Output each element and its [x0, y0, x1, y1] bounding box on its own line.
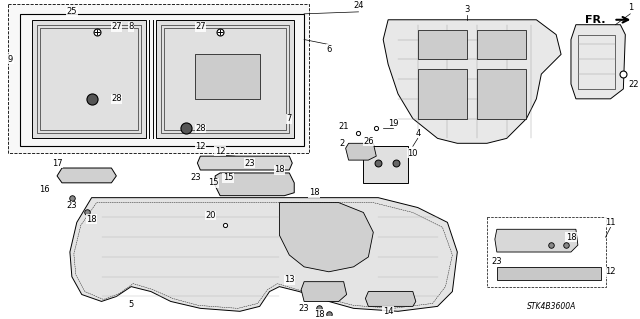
Text: 18: 18 [566, 233, 576, 242]
Polygon shape [346, 143, 376, 160]
Text: 27: 27 [195, 22, 205, 31]
Polygon shape [70, 198, 458, 311]
Text: 4: 4 [415, 129, 420, 138]
Polygon shape [156, 20, 294, 138]
Text: 12: 12 [605, 267, 616, 276]
Text: 13: 13 [284, 275, 294, 284]
Text: 3: 3 [465, 5, 470, 14]
Polygon shape [418, 30, 467, 59]
Text: 25: 25 [67, 7, 77, 16]
Polygon shape [8, 4, 309, 153]
Polygon shape [383, 20, 561, 143]
Text: 17: 17 [52, 159, 62, 167]
Text: 2: 2 [339, 139, 344, 148]
Text: 27: 27 [111, 22, 122, 31]
Text: 18: 18 [274, 166, 285, 174]
Text: 1: 1 [628, 4, 633, 12]
Text: 9: 9 [8, 55, 13, 64]
Text: 15: 15 [223, 174, 233, 182]
Text: 6: 6 [326, 45, 332, 54]
Text: 12: 12 [215, 147, 225, 156]
Text: 12: 12 [195, 142, 205, 151]
Text: 23: 23 [190, 174, 201, 182]
Text: 23: 23 [67, 201, 77, 210]
Text: STK4B3600A: STK4B3600A [527, 302, 576, 311]
Text: 10: 10 [408, 149, 418, 158]
Polygon shape [365, 292, 416, 306]
Polygon shape [497, 267, 600, 280]
Polygon shape [33, 20, 146, 138]
Polygon shape [215, 173, 294, 196]
Text: 8: 8 [129, 22, 134, 31]
Text: FR.: FR. [585, 15, 605, 25]
Polygon shape [197, 156, 292, 170]
Text: 23: 23 [299, 304, 309, 313]
Text: 28: 28 [111, 94, 122, 103]
Text: 23: 23 [492, 257, 502, 266]
Polygon shape [477, 69, 527, 119]
Text: 18: 18 [86, 215, 97, 224]
Text: 20: 20 [205, 211, 216, 220]
Polygon shape [571, 25, 625, 99]
Text: 7: 7 [287, 114, 292, 123]
Text: 21: 21 [339, 122, 349, 131]
Text: 15: 15 [208, 178, 218, 187]
Text: 11: 11 [605, 218, 616, 227]
Polygon shape [418, 69, 467, 119]
Text: 26: 26 [363, 137, 374, 146]
Polygon shape [301, 282, 347, 301]
Text: 5: 5 [129, 300, 134, 309]
Polygon shape [195, 54, 260, 99]
Text: 19: 19 [388, 119, 398, 128]
Polygon shape [57, 168, 116, 183]
Polygon shape [477, 30, 527, 59]
Text: 22: 22 [628, 79, 639, 88]
Polygon shape [280, 203, 373, 272]
Text: 23: 23 [244, 159, 255, 167]
Text: 28: 28 [195, 124, 205, 133]
Polygon shape [364, 146, 408, 183]
Polygon shape [495, 229, 578, 252]
Text: 18: 18 [314, 310, 324, 319]
Text: 24: 24 [353, 1, 364, 11]
Text: 18: 18 [308, 188, 319, 197]
Text: 16: 16 [39, 185, 49, 194]
Text: 14: 14 [383, 307, 394, 316]
